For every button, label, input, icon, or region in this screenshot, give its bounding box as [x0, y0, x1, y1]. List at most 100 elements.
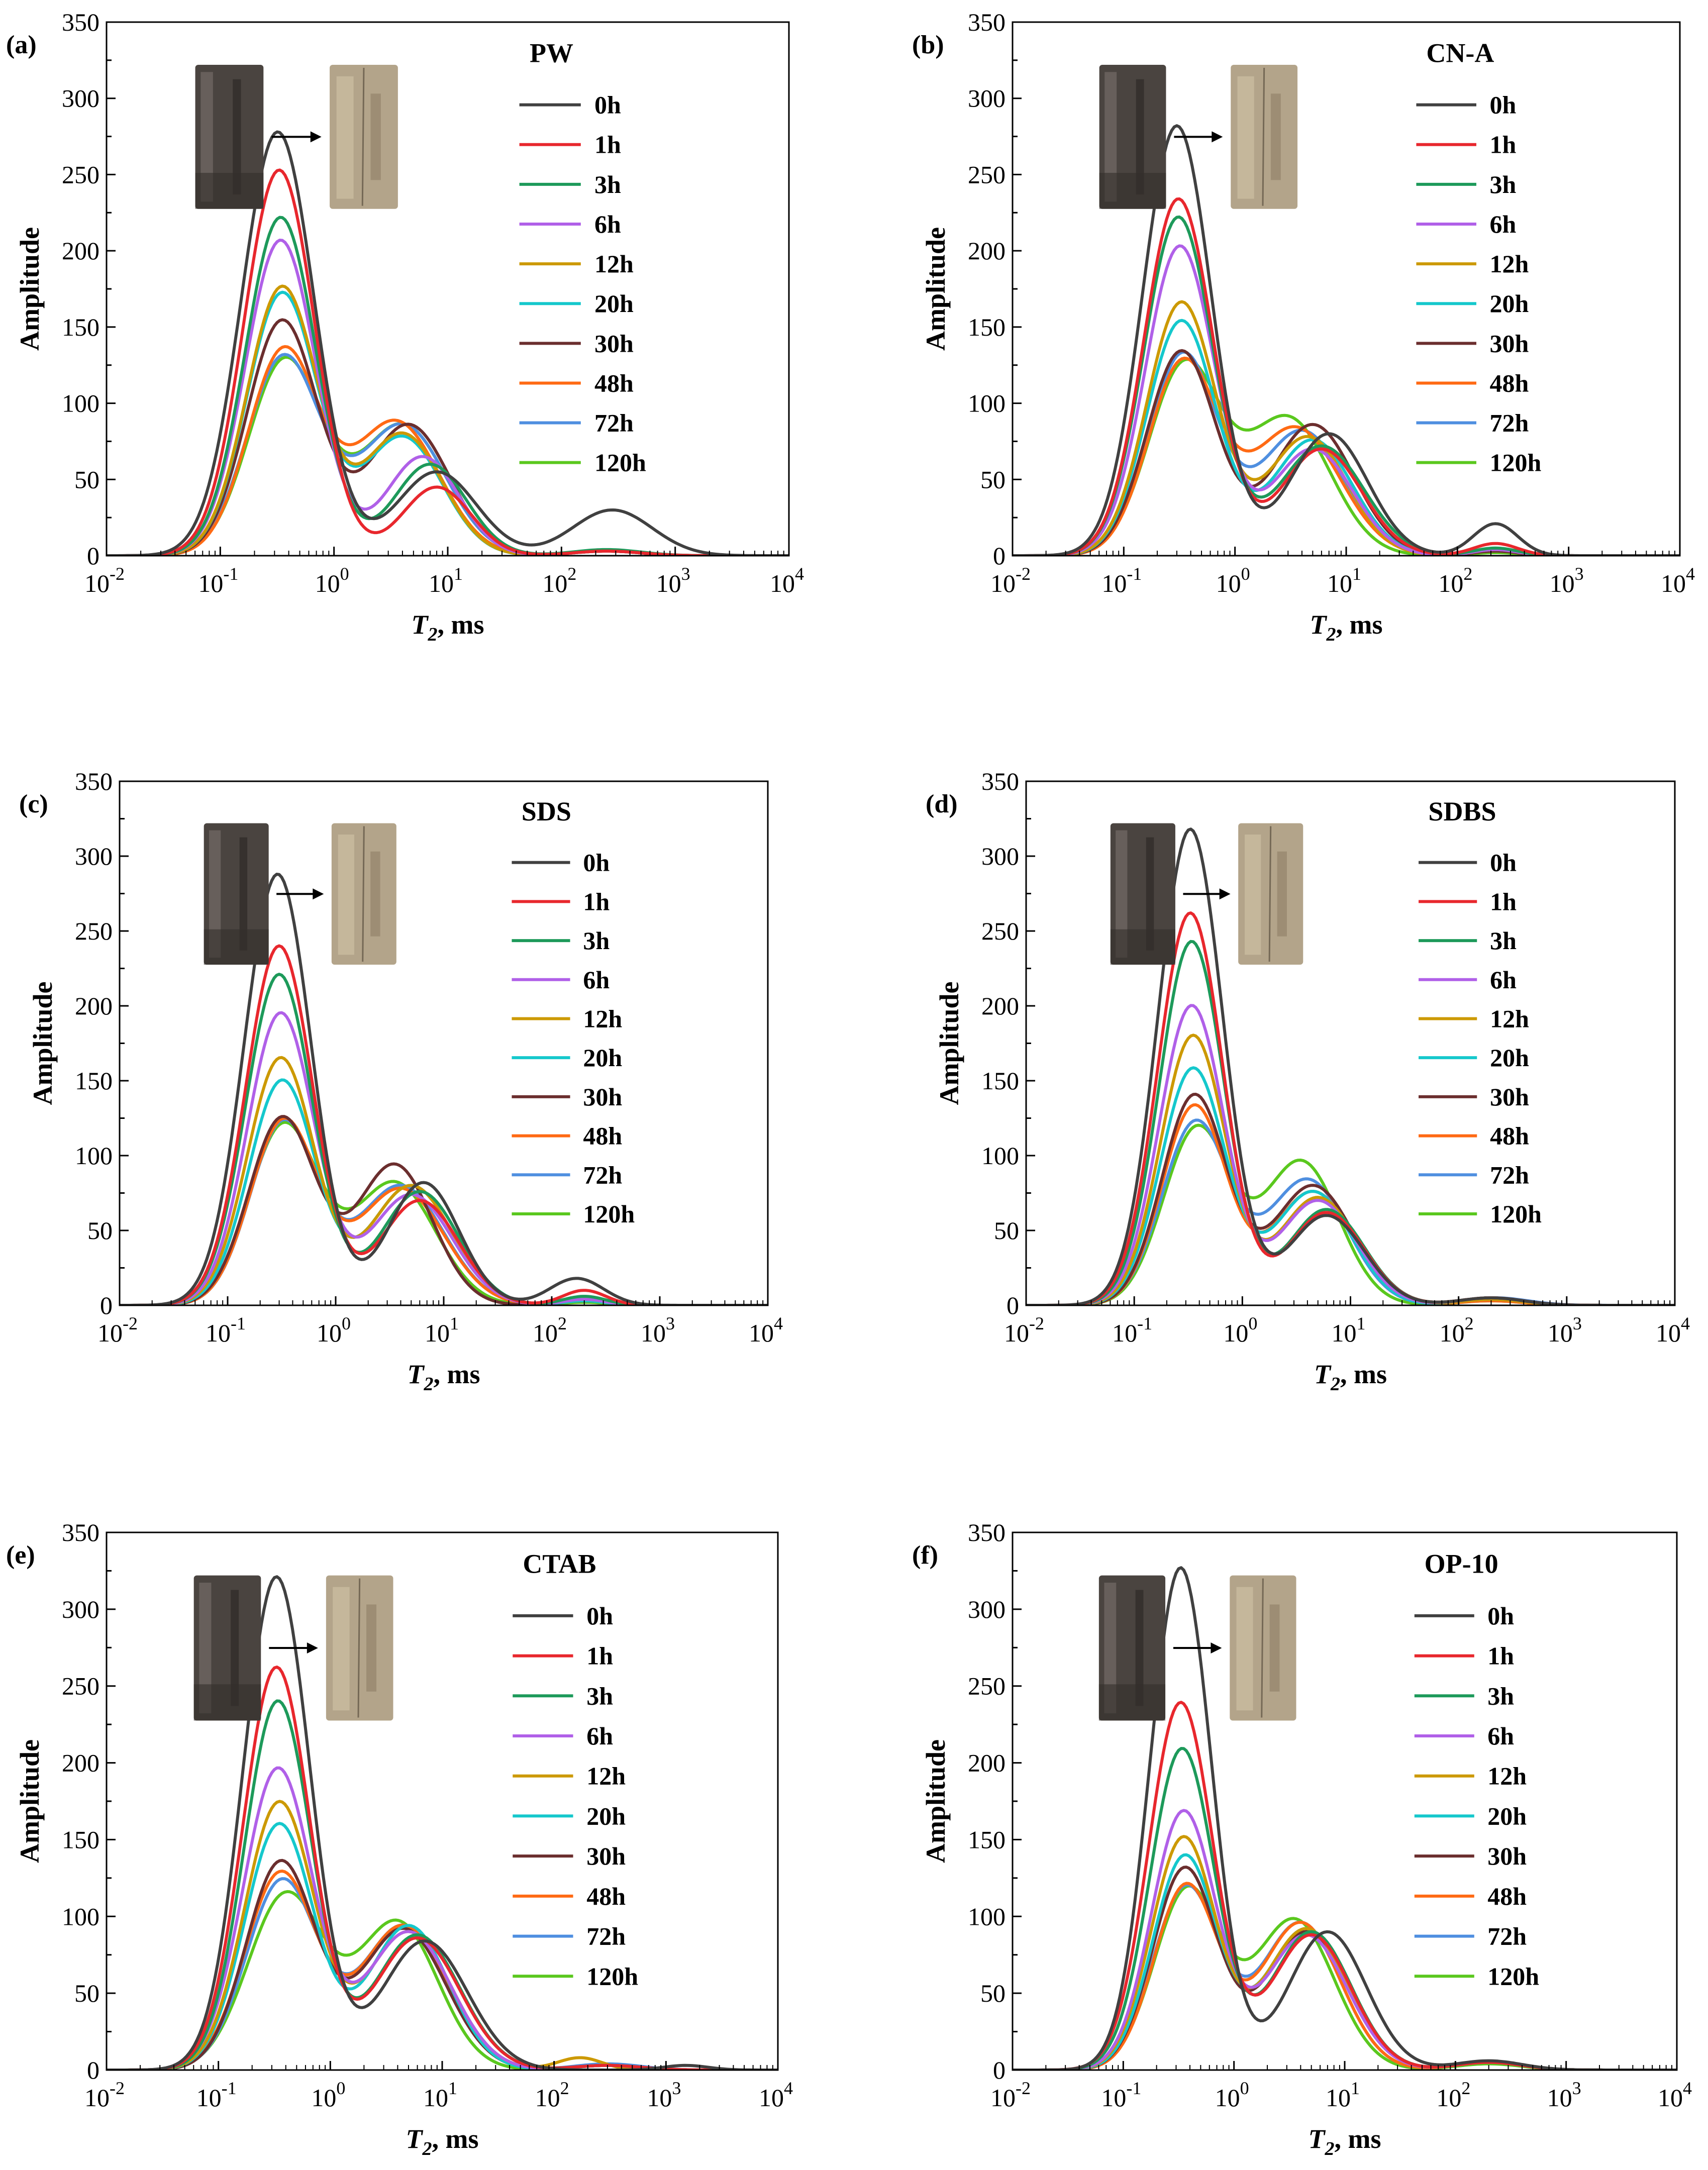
y-tick-label: 350: [62, 8, 99, 36]
legend-item-120h: 120h: [1419, 1200, 1542, 1228]
y-tick-label: 100: [62, 1902, 99, 1930]
legend-item-3h: 3h: [1419, 926, 1517, 955]
legend-item-12h: 12h: [1419, 1004, 1529, 1032]
legend-label: 6h: [1487, 1722, 1514, 1750]
arrow-head-icon: [310, 131, 322, 143]
x-tick-label: 10-2: [97, 1313, 138, 1347]
x-tick-label: 101: [425, 1313, 459, 1347]
legend-label: 6h: [1490, 966, 1517, 994]
x-tick-label: 100: [1215, 2078, 1249, 2112]
legend-item-48h: 48h: [513, 1882, 626, 1910]
legend-item-12h: 12h: [1416, 250, 1529, 278]
core-photo-before: [1110, 823, 1175, 965]
legend-item-6h: 6h: [519, 210, 621, 238]
sample-title: SDS: [522, 796, 571, 826]
legend-item-20h: 20h: [1419, 1044, 1529, 1072]
y-axis-title: Amplitude: [15, 1739, 45, 1863]
core-photo-after: [1238, 823, 1303, 965]
x-tick-label: 100: [1216, 564, 1250, 597]
legend-item-72h: 72h: [1416, 409, 1529, 437]
legend-item-1h: 1h: [519, 131, 621, 159]
legend-label: 120h: [1487, 1962, 1539, 1990]
legend-item-12h: 12h: [513, 1762, 626, 1790]
chart-panel-4: 0 50 100 150 200 250 300 350 10-2 10-1 100 101 102 10…: [6, 1518, 793, 2159]
panel-label: (b): [912, 31, 944, 59]
core-photo-before: [1098, 1575, 1166, 1721]
x-axis-title: T2, ms: [1314, 1359, 1387, 1395]
series-line-20h: [120, 1078, 768, 1305]
series-line-0h: [107, 130, 789, 556]
legend-item-6h: 6h: [512, 966, 610, 994]
legend-item-30h: 30h: [1416, 329, 1529, 357]
legend-label: 48h: [594, 369, 634, 397]
legend-label: 12h: [1490, 250, 1529, 278]
legend-label: 48h: [586, 1882, 626, 1910]
series-line-6h: [107, 239, 789, 556]
legend-item-120h: 120h: [513, 1962, 638, 1990]
legend-label: 6h: [1490, 210, 1517, 238]
legend-item-0h: 0h: [1416, 91, 1517, 119]
legend-item-20h: 20h: [512, 1044, 622, 1072]
y-tick-label: 300: [62, 84, 99, 113]
arrow-head-icon: [313, 888, 324, 900]
legend-item-20h: 20h: [519, 289, 634, 318]
x-tick-label: 101: [429, 564, 463, 597]
legend-item-48h: 48h: [1419, 1122, 1529, 1150]
x-axis-title: T2, ms: [1309, 2124, 1381, 2159]
arrow-head-icon: [1212, 131, 1223, 143]
y-tick-label: 300: [981, 842, 1019, 870]
legend-label: 3h: [594, 170, 621, 198]
legend-item-48h: 48h: [512, 1122, 622, 1150]
y-tick-label: 250: [62, 1672, 99, 1700]
x-axis-title: T2, ms: [412, 609, 484, 645]
y-tick-label: 100: [75, 1142, 113, 1170]
x-tick-label: 102: [1436, 2078, 1470, 2112]
series-line-48h: [120, 1116, 768, 1305]
legend-label: 0h: [586, 1602, 613, 1630]
legend-label: 12h: [586, 1762, 626, 1790]
legend-item-72h: 72h: [1414, 1922, 1527, 1950]
legend-label: 20h: [1487, 1802, 1527, 1830]
sample-title: OP-10: [1425, 1548, 1498, 1579]
legend-label: 12h: [594, 250, 634, 278]
x-tick-label: 104: [749, 1313, 783, 1347]
x-tick-label: 104: [1661, 564, 1695, 597]
y-tick-label: 150: [981, 1067, 1019, 1095]
y-tick-label: 200: [75, 992, 113, 1020]
legend-item-6h: 6h: [1419, 966, 1517, 994]
legend-label: 0h: [1490, 91, 1517, 119]
series-line-6h: [1013, 244, 1680, 556]
x-tick-label: 100: [315, 564, 349, 597]
y-axis-title: Amplitude: [28, 981, 58, 1105]
legend-item-0h: 0h: [512, 849, 610, 877]
x-axis-title: T2, ms: [406, 2124, 479, 2159]
legend-item-1h: 1h: [512, 887, 610, 915]
legend-label: 48h: [583, 1122, 622, 1150]
legend-item-1h: 1h: [1419, 887, 1517, 915]
legend-label: 72h: [1490, 1161, 1529, 1189]
x-tick-label: 10-2: [990, 2078, 1031, 2112]
legend-item-6h: 6h: [1416, 210, 1517, 238]
x-tick-label: 102: [542, 564, 576, 597]
y-tick-label: 100: [968, 1902, 1006, 1930]
x-tick-label: 100: [317, 1313, 351, 1347]
legend-label: 0h: [594, 91, 621, 119]
legend-label: 48h: [1490, 369, 1529, 397]
legend-label: 120h: [1490, 449, 1542, 477]
legend-item-12h: 12h: [512, 1004, 622, 1032]
legend-label: 3h: [1490, 926, 1517, 955]
panel-label: (a): [6, 31, 37, 59]
x-tick-label: 10-2: [84, 2078, 125, 2112]
legend-label: 30h: [586, 1842, 626, 1870]
sample-title: PW: [530, 38, 573, 68]
arrow-head-icon: [1219, 888, 1231, 900]
y-tick-label: 300: [968, 1595, 1006, 1623]
x-tick-label: 102: [535, 2078, 569, 2112]
y-tick-label: 300: [968, 84, 1006, 113]
panel-label: (c): [19, 790, 48, 818]
y-tick-label: 50: [994, 1216, 1019, 1245]
legend-item-30h: 30h: [1414, 1842, 1527, 1870]
legend-item-0h: 0h: [519, 91, 621, 119]
legend-label: 30h: [1490, 329, 1529, 357]
